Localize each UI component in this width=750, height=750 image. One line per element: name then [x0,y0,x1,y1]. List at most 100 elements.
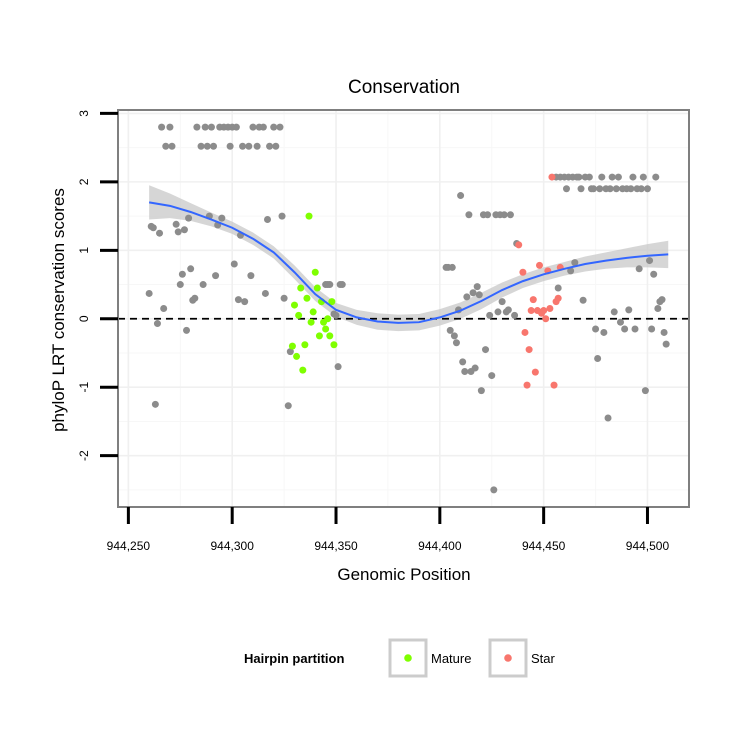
point-other [592,325,600,333]
point-other [272,142,280,150]
point-other [448,263,456,271]
point-mature [326,332,334,340]
point-mature [330,341,338,349]
point-other [594,354,602,362]
point-other [259,123,267,131]
point-other [247,272,255,280]
legend-key-mature [388,638,428,678]
point-other [261,289,269,297]
point-other [475,291,483,299]
point-other [160,305,168,312]
point-other [207,123,215,131]
point-mature [324,315,332,323]
point-other [245,142,253,150]
point-other [286,348,294,356]
point-other [608,173,616,181]
point-star [527,307,535,315]
point-other [172,220,180,228]
point-other [494,308,502,316]
panel-border [117,109,690,508]
point-other [643,185,651,193]
point-other [612,185,620,193]
point-star [554,294,562,302]
point-mature [303,294,311,302]
point-mature [297,284,305,292]
point-other [153,320,161,328]
point-mature [290,301,298,309]
point-other [218,214,226,222]
point-other [232,123,240,131]
point-other [648,325,656,333]
point-star [525,346,533,354]
point-other [199,281,207,289]
point-other [639,173,647,181]
point-other [145,289,153,297]
point-other [156,229,164,237]
point-star [540,307,548,315]
point-other [658,296,666,304]
point-other [174,228,182,236]
point-other [249,123,257,131]
point-mature [305,212,313,220]
point-star [529,296,537,304]
point-other [151,400,159,408]
point-mature [322,325,330,333]
point-other [166,123,174,131]
y-tick-label: -1 [77,382,91,393]
point-other [168,142,176,150]
point-other [210,142,218,150]
point-other [654,305,662,312]
point-other [263,216,271,224]
legend-key-star [488,638,528,678]
point-mature [293,352,301,360]
point-star [548,173,556,181]
y-tick-label: -2 [77,450,91,461]
smooth-line [148,201,669,324]
point-other [278,212,286,220]
point-other [270,123,278,131]
point-other [660,328,668,336]
point-other [577,185,585,193]
point-other [579,296,587,304]
point-other [452,339,460,347]
point-other [334,363,342,371]
point-other [589,185,597,193]
point-other [253,142,261,150]
point-mature [311,268,319,276]
point-other [457,192,465,200]
point-other [562,185,570,193]
point-other [471,364,479,372]
point-other [662,340,670,348]
grid-minor [118,110,689,507]
point-other [571,259,579,267]
y-tick-label: 1 [77,247,91,254]
point-other [600,328,608,336]
point-other [463,293,471,301]
point-other [575,173,583,181]
point-other [459,358,467,366]
point-other [629,173,637,181]
point-other [158,123,166,131]
point-other [326,281,334,289]
point-other [484,211,492,219]
point-other [637,185,645,193]
point-other [234,296,242,304]
point-other [621,325,629,333]
point-mature [301,341,309,349]
point-other [241,298,249,306]
point-other [598,173,606,181]
point-other [280,294,288,302]
point-other [641,387,649,395]
point-other [482,346,490,354]
point-other [488,372,496,380]
legend-label-mature: Mature [431,651,471,666]
point-other [180,226,188,234]
point-other [650,270,658,278]
point-other [635,265,643,273]
point-star [521,328,529,336]
x-axis-title: Genomic Position [337,565,470,584]
point-other [631,325,639,333]
point-other [614,173,622,181]
point-other [276,123,284,131]
